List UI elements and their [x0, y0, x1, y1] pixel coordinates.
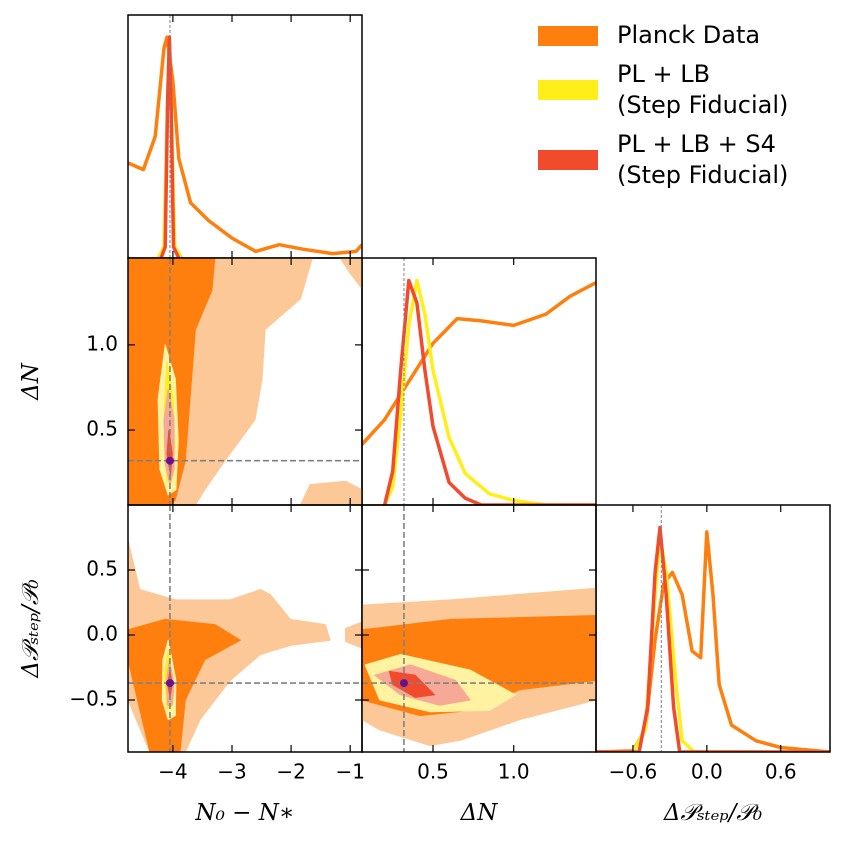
- y-tick-label: 0.0: [86, 622, 118, 646]
- legend: Planck Data PL + LB (Step Fiducial) PL + L…: [538, 20, 788, 199]
- panel: [128, 258, 362, 505]
- x-tick-label: 0.6: [765, 760, 797, 784]
- panel: [596, 505, 830, 752]
- density-curve: [596, 525, 830, 752]
- density-curve: [382, 278, 596, 505]
- fiducial-point: [165, 679, 174, 688]
- x-tick-label: 0.0: [691, 760, 723, 784]
- x-tick-label: −2: [276, 760, 305, 784]
- panel: [128, 15, 362, 258]
- x-tick-label: 1.0: [498, 760, 530, 784]
- panel: [362, 258, 596, 505]
- density-curve: [383, 278, 596, 505]
- x-axis-label: N₀ − N∗: [195, 800, 295, 826]
- density-curve: [596, 536, 830, 752]
- contour: [388, 670, 436, 698]
- contour: [345, 621, 362, 649]
- contour: [339, 258, 362, 290]
- legend-label: PL + LB + S4 (Step Fiducial): [617, 130, 789, 189]
- y-tick-label: 1.0: [86, 331, 118, 355]
- x-tick-label: −1: [335, 760, 364, 784]
- legend-entry: PL + LB (Step Fiducial): [538, 59, 788, 121]
- y-axis-label: Δ𝒫ₛₜₑₚ/𝒫₀: [18, 579, 44, 678]
- x-axis-label: Δ𝒫ₛₜₑₚ/𝒫₀: [663, 800, 762, 826]
- y-tick-label: −0.5: [69, 687, 118, 711]
- panel-frame: [361, 257, 597, 506]
- density-curve: [128, 35, 362, 256]
- legend-patch: [538, 80, 598, 100]
- density-curve: [596, 530, 830, 752]
- legend-patch: [538, 150, 598, 170]
- panel: [128, 505, 362, 752]
- y-tick-label: 0.5: [86, 557, 118, 581]
- contour: [300, 480, 362, 505]
- legend-patch: [538, 25, 598, 46]
- y-tick-label: 0.5: [86, 417, 118, 441]
- x-axis-label: ΔN: [460, 800, 499, 826]
- legend-label: Planck Data: [617, 21, 761, 49]
- fiducial-point: [399, 679, 408, 688]
- x-tick-label: −4: [158, 760, 187, 784]
- contour: [128, 618, 241, 752]
- panel-frame: [361, 504, 597, 753]
- panel: [362, 505, 596, 752]
- x-tick-label: −3: [217, 760, 246, 784]
- y-axis-label: ΔN: [18, 362, 44, 401]
- x-tick-label: 0.5: [417, 760, 449, 784]
- x-tick-label: −0.6: [609, 760, 658, 784]
- legend-entry: PL + LB + S4 (Step Fiducial): [538, 129, 788, 191]
- density-curve: [159, 35, 181, 258]
- panel-frame: [595, 504, 831, 753]
- legend-entry: Planck Data: [538, 20, 788, 51]
- fiducial-point: [165, 456, 174, 465]
- legend-label: PL + LB (Step Fiducial): [617, 60, 789, 119]
